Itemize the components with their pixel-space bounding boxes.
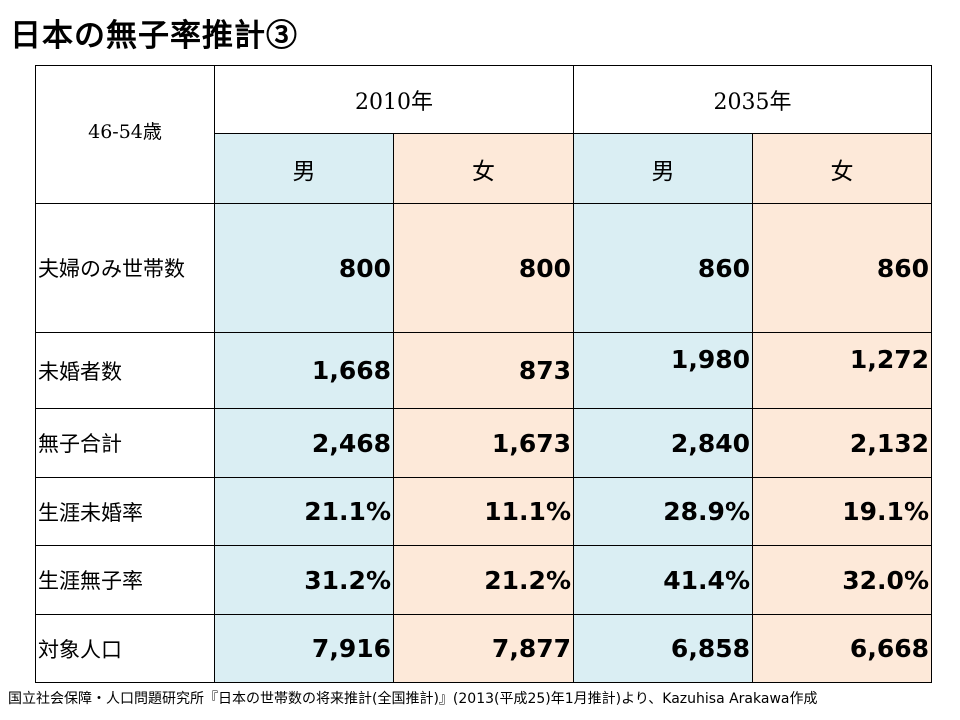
table-cell: 2,468	[214, 408, 394, 478]
table-cell: 32.0%	[752, 545, 932, 615]
table-row: 対象人口 7,916 7,877 6,858 6,668	[35, 614, 932, 683]
table-cell: 6,858	[573, 614, 753, 683]
fertility-estimate-table: 46-54歳 2010年 2035年 男 女 男 女 夫婦のみ世帯数 800 8…	[35, 65, 932, 683]
table-cell: 7,916	[214, 614, 394, 683]
table-row: 無子合計 2,468 1,673 2,840 2,132	[35, 408, 932, 478]
table-cell: 21.1%	[214, 477, 394, 546]
row-label: 対象人口	[35, 614, 215, 683]
table-cell: 21.2%	[393, 545, 574, 615]
row-label: 夫婦のみ世帯数	[35, 203, 215, 333]
sex-header-female-2010: 女	[393, 133, 574, 204]
table-row: 未婚者数 1,668 873 1,980 1,272	[35, 332, 932, 409]
year-header-2035: 2035年	[573, 65, 932, 134]
table-cell: 2,840	[573, 408, 753, 478]
table-cell: 7,877	[393, 614, 574, 683]
table-cell: 1,673	[393, 408, 574, 478]
sex-header-male-2035: 男	[573, 133, 753, 204]
table-row: 生涯未婚率 21.1% 11.1% 28.9% 19.1%	[35, 477, 932, 546]
page-title: 日本の無子率推計③	[10, 18, 298, 54]
source-note: 国立社会保障・人口問題研究所『日本の世帯数の将来推計(全国推計)』(2013(平…	[8, 691, 818, 707]
row-label: 無子合計	[35, 408, 215, 478]
age-range-header: 46-54歳	[35, 65, 215, 204]
table-cell: 1,980	[573, 332, 753, 409]
table-cell: 31.2%	[214, 545, 394, 615]
table-cell: 860	[752, 203, 932, 333]
table-cell: 873	[393, 332, 574, 409]
sex-header-female-2035: 女	[752, 133, 932, 204]
row-label: 生涯無子率	[35, 545, 215, 615]
table-cell: 41.4%	[573, 545, 753, 615]
year-header-2010: 2010年	[214, 65, 574, 134]
table-cell: 860	[573, 203, 753, 333]
table-row: 生涯無子率 31.2% 21.2% 41.4% 32.0%	[35, 545, 932, 615]
row-label: 未婚者数	[35, 332, 215, 409]
table-cell: 2,132	[752, 408, 932, 478]
row-label: 生涯未婚率	[35, 477, 215, 546]
table-row: 夫婦のみ世帯数 800 800 860 860	[35, 203, 932, 333]
sex-header-male-2010: 男	[214, 133, 394, 204]
table-cell: 28.9%	[573, 477, 753, 546]
table-cell: 6,668	[752, 614, 932, 683]
table-cell: 19.1%	[752, 477, 932, 546]
table-cell: 800	[393, 203, 574, 333]
table-cell: 800	[214, 203, 394, 333]
table-cell: 11.1%	[393, 477, 574, 546]
table-cell: 1,668	[214, 332, 394, 409]
table-cell: 1,272	[752, 332, 932, 409]
